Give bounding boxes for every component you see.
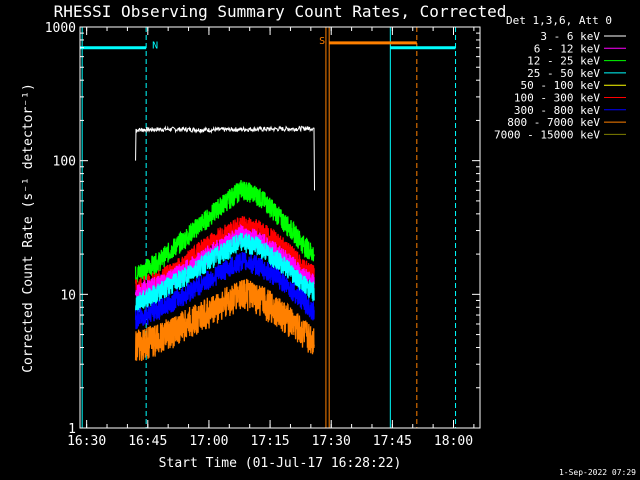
y-axis-label: Corrected Count Rate (s⁻¹ detector⁻¹) xyxy=(21,83,36,373)
x-tick-label: 16:30 xyxy=(67,434,106,449)
y-tick-label: 100 xyxy=(53,155,76,170)
legend-label: 100 - 300 keV xyxy=(514,92,600,105)
legend-header: Det 1,3,6, Att 0 xyxy=(506,14,612,27)
legend-label: 800 - 7000 keV xyxy=(507,116,600,129)
x-tick-label: 17:15 xyxy=(251,434,290,449)
series-800to7000keV xyxy=(134,278,315,362)
legend-label: 3 - 6 keV xyxy=(540,30,600,43)
y-tick-label: 10 xyxy=(60,288,76,303)
series-12to25keV xyxy=(134,179,315,284)
y-tick-label: 1000 xyxy=(45,21,76,36)
chart-title: RHESSI Observing Summary Count Rates, Co… xyxy=(54,2,507,21)
x-tick-label: 16:45 xyxy=(128,434,167,449)
series-25to50keV xyxy=(134,232,315,313)
x-tick-label: 17:45 xyxy=(373,434,412,449)
series-3to6keV xyxy=(135,125,316,191)
flag-label-s: S xyxy=(319,36,325,47)
y-tick-label: 1 xyxy=(68,422,76,437)
legend-label: 50 - 100 keV xyxy=(521,79,601,92)
x-axis-label: Start Time (01-Jul-17 16:28:22) xyxy=(159,456,402,471)
plot-frame xyxy=(79,26,481,429)
x-axis: 16:30 16:45 17:00 17:15 17:30 17:45 18:00 xyxy=(67,27,475,449)
flag-label-n: N xyxy=(152,41,158,52)
x-tick-label: 17:00 xyxy=(189,434,228,449)
legend-label: 25 - 50 keV xyxy=(527,67,600,80)
timestamp: 1-Sep-2022 07:29 xyxy=(559,468,636,477)
series-100to300keV xyxy=(134,216,315,298)
legend-label: 7000 - 15000 keV xyxy=(494,128,600,141)
legend-label: 6 - 12 keV xyxy=(534,42,601,55)
x-tick-label: 17:30 xyxy=(312,434,351,449)
legend-label: 300 - 800 keV xyxy=(514,104,600,117)
legend-label: 12 - 25 keV xyxy=(527,55,600,68)
y-axis: 1 10 100 1000 xyxy=(45,21,480,437)
x-tick-label: 18:00 xyxy=(434,434,473,449)
series-300to800keV xyxy=(134,251,315,330)
